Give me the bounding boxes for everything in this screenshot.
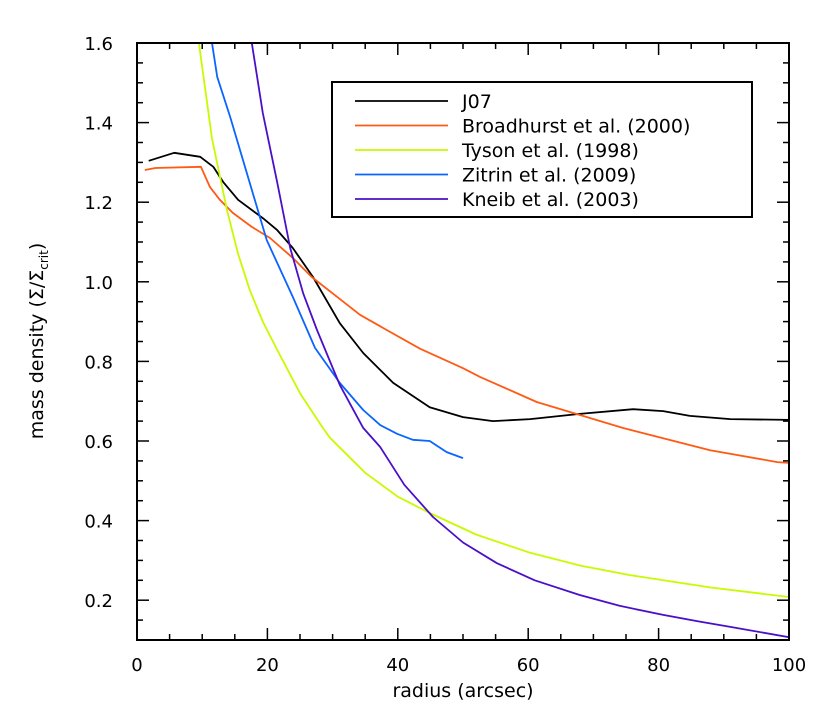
y-tick-label: 0.4: [84, 512, 113, 533]
legend-item: Zitrin et al. (2009): [355, 165, 636, 187]
legend-label: Tyson et al. (1998): [461, 140, 639, 162]
y-axis-label-suffix: ): [26, 243, 48, 250]
legend-label: J07: [461, 91, 492, 113]
legend-label: Kneib et al. (2003): [462, 189, 639, 211]
y-tick-label: 0.8: [84, 352, 113, 373]
series-line-kneib-et-al-2003: [250, 43, 789, 639]
legend-item: J07: [355, 91, 492, 113]
x-tick-label: 60: [517, 655, 540, 676]
plot-frame: [136, 42, 790, 641]
y-tick-label: 1.0: [84, 273, 113, 294]
series-lines: [144, 43, 789, 639]
y-axis-label: mass density (Σ/Σcrit): [26, 243, 51, 440]
y-tick-label: 0.2: [84, 591, 113, 612]
legend: J07 Broadhurst et al. (2000)Tyson et al. …: [331, 81, 753, 218]
y-tick-label: 1.4: [84, 114, 113, 135]
x-tick-label: 20: [256, 655, 279, 676]
x-tick-label: 0: [131, 655, 142, 676]
y-axis-label-subscript: crit: [37, 250, 51, 270]
x-tick-label: 40: [386, 655, 409, 676]
legend-item: Kneib et al. (2003): [355, 189, 639, 211]
y-tick-label: 1.6: [84, 34, 113, 55]
y-tick-label: 1.2: [84, 193, 113, 214]
tick-labels: 0 20 40 60 80 100 0.2 0.4 0.6 0.8 1.0 1.2 1.4 1.6: [84, 34, 806, 676]
legend-label: Broadhurst et al. (2000): [462, 116, 690, 138]
x-tick-label: 80: [647, 655, 670, 676]
y-tick-label: 0.6: [84, 432, 113, 453]
x-axis-label: radius (arcsec): [392, 680, 533, 702]
y-axis-label-main: mass density (Σ/Σ: [26, 270, 48, 440]
series-line-tyson-et-al-1998: [198, 43, 789, 598]
legend-item: Tyson et al. (1998): [355, 140, 639, 162]
x-tick-label: 100: [772, 655, 806, 676]
legend-item: Broadhurst et al. (2000): [355, 116, 690, 138]
series-line-broadhurst-et-al-2000: [144, 165, 789, 464]
legend-label: Zitrin et al. (2009): [462, 165, 636, 187]
series-line-zitrin-et-al-2009: [211, 43, 464, 459]
